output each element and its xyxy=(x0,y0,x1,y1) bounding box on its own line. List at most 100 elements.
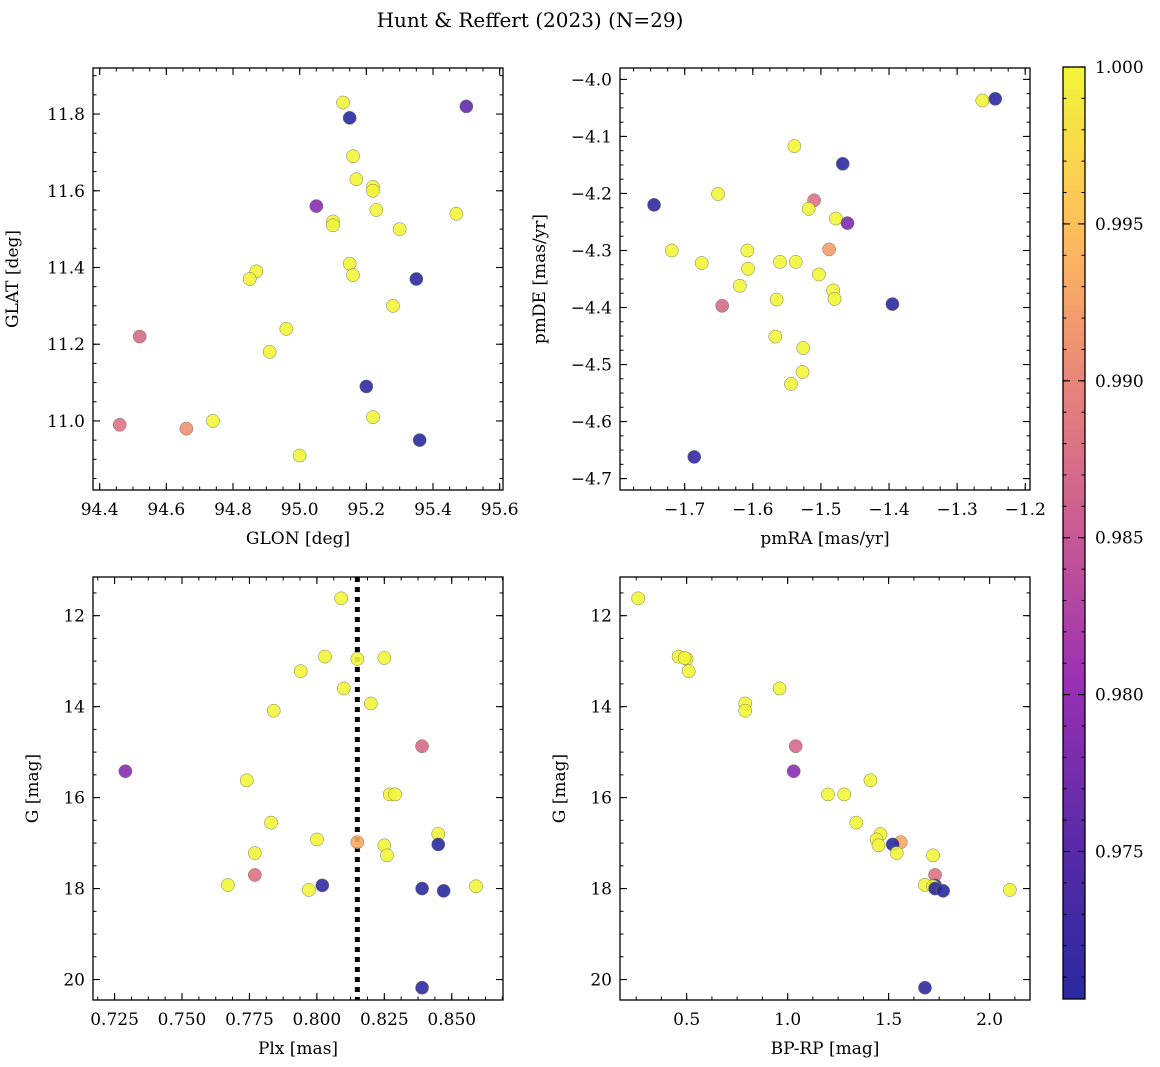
scatter-point xyxy=(740,243,755,258)
scatter-point xyxy=(386,299,400,313)
y-tick-label: −4.1 xyxy=(571,127,612,147)
subplot-3: 0.725 0.750 0.775 0.800 0.825 0.850 12 14 16 18 20… xyxy=(23,576,504,1059)
scatter-point xyxy=(837,787,852,802)
scatter-point xyxy=(768,329,783,344)
x-tick-label: 0.750 xyxy=(158,1010,207,1030)
scatter-point xyxy=(681,664,696,679)
scatter-point xyxy=(369,203,384,217)
y-tick-label: −4.0 xyxy=(571,70,612,90)
scatter-point xyxy=(346,149,360,164)
scatter-point xyxy=(918,980,932,995)
scatter-point xyxy=(936,883,951,898)
x-tick-label: 0.850 xyxy=(427,1010,476,1030)
scatter-point xyxy=(318,649,332,664)
scatter-point xyxy=(715,298,730,313)
x-tick-label: 95.6 xyxy=(481,500,519,520)
scatter-point xyxy=(796,341,811,355)
y-tick-label: 14 xyxy=(63,698,85,718)
scatter-point xyxy=(366,410,380,424)
colorbar-tick-label: 0.985 xyxy=(1095,529,1144,549)
scatter-point xyxy=(788,739,803,754)
scatter-point xyxy=(415,980,429,995)
scatter-point xyxy=(988,91,1003,106)
scatter-point xyxy=(436,883,451,898)
colorbar-tick-label: 0.980 xyxy=(1095,686,1144,706)
scatter-point xyxy=(363,696,378,711)
x-tick-label: 0.825 xyxy=(360,1010,409,1030)
scatter-point xyxy=(293,664,308,679)
scatter-point xyxy=(795,365,810,379)
scatter-point xyxy=(326,218,340,233)
x-tick-label: 0.800 xyxy=(293,1010,342,1030)
y-tick-label: 16 xyxy=(590,789,612,809)
axes-frame xyxy=(619,67,1031,491)
scatter-point xyxy=(449,206,464,221)
scatter-point xyxy=(741,261,755,276)
scatter-point xyxy=(342,256,357,271)
axes-frame xyxy=(92,67,504,491)
scatter-point xyxy=(835,156,850,171)
x-tick-label: 0.725 xyxy=(90,1010,139,1030)
y-tick-label: 11.0 xyxy=(47,412,85,432)
x-tick-label: 0.775 xyxy=(225,1010,274,1030)
scatter-point xyxy=(247,846,262,860)
scatter-point xyxy=(239,773,254,788)
scatter-point xyxy=(221,878,235,892)
y-tick-label: −4.4 xyxy=(571,299,612,319)
scatter-point xyxy=(926,848,940,863)
scatter-point xyxy=(889,846,904,860)
scatter-point xyxy=(359,379,374,394)
colorbar-gradient xyxy=(1063,67,1085,999)
scatter-point xyxy=(350,652,365,666)
x-tick-label: −1.5 xyxy=(800,500,841,520)
scatter-point xyxy=(206,414,220,428)
y-tick-label: 20 xyxy=(63,971,85,991)
x-tick-label: 95.0 xyxy=(281,500,319,520)
scatter-point xyxy=(1002,883,1017,897)
axes-frame xyxy=(619,576,1031,1001)
scatter-point xyxy=(773,255,787,269)
subplots: 94.4 94.6 94.8 95.0 95.2 95.4 95.6 11.0 11.2 11.4… xyxy=(3,67,1046,1059)
x-tick-label: 2.0 xyxy=(976,1010,1003,1030)
x-tick-label: 1.0 xyxy=(774,1010,801,1030)
x-axis-label: pmRA [mas/yr] xyxy=(760,529,889,549)
scatter-point xyxy=(301,883,316,897)
scatter-point xyxy=(118,764,133,779)
colorbar-tick-label: 0.995 xyxy=(1095,215,1144,235)
scatter-point xyxy=(871,838,886,853)
scatter-point xyxy=(412,433,427,447)
scatter-point xyxy=(863,773,878,788)
y-tick-label: −4.3 xyxy=(571,241,612,261)
scatter-point xyxy=(459,99,474,114)
x-tick-label: 94.6 xyxy=(147,500,185,520)
scatter-point xyxy=(366,183,380,198)
scatter-point xyxy=(821,787,835,802)
scatter-point xyxy=(349,172,364,187)
y-tick-label: 12 xyxy=(590,607,612,627)
scatter-point xyxy=(315,878,330,893)
x-tick-label: 0.5 xyxy=(673,1010,700,1030)
scatter-point xyxy=(469,879,483,894)
colorbar: 0.975 0.980 0.985 0.990 0.995 1.000 xyxy=(1062,58,1144,1000)
y-tick-label: 12 xyxy=(63,607,85,627)
y-axis-label: G [mag] xyxy=(550,754,570,823)
scatter-point xyxy=(711,187,725,201)
scatter-point xyxy=(784,377,798,391)
scatter-point xyxy=(801,202,816,216)
scatter-point xyxy=(431,837,446,852)
y-tick-label: 20 xyxy=(590,971,612,991)
scatter-point xyxy=(647,198,661,212)
x-tick-label: −1.4 xyxy=(868,500,909,520)
x-tick-label: −1.6 xyxy=(732,500,773,520)
scatter-point xyxy=(336,95,350,110)
y-tick-label: −4.2 xyxy=(571,184,612,204)
x-tick-label: −1.2 xyxy=(1005,500,1046,520)
scatter-point xyxy=(334,591,349,606)
y-tick-label: 11.4 xyxy=(47,258,85,278)
colorbar-tick-label: 1.000 xyxy=(1095,58,1144,78)
scatter-point xyxy=(975,93,990,108)
scatter-point xyxy=(631,591,646,606)
scatter-point xyxy=(772,681,787,696)
scatter-point xyxy=(266,703,281,718)
